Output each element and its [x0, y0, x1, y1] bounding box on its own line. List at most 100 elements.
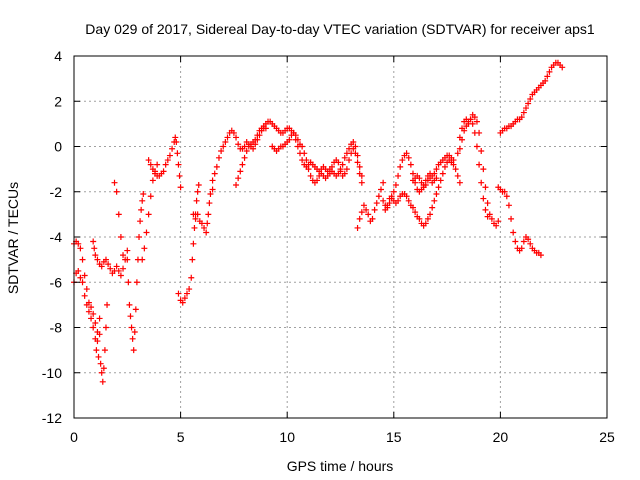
- data-point: [395, 172, 402, 179]
- data-point: [337, 168, 344, 175]
- data-point: [209, 186, 216, 193]
- data-point: [91, 245, 98, 252]
- data-point: [480, 195, 487, 202]
- data-point: [105, 261, 112, 268]
- data-point: [250, 145, 257, 152]
- data-point: [341, 154, 348, 161]
- data-point: [94, 329, 101, 336]
- data-point: [380, 179, 387, 186]
- data-point: [179, 299, 186, 306]
- data-point: [131, 329, 138, 336]
- data-point: [459, 136, 466, 143]
- data-point: [522, 105, 529, 112]
- data-point: [476, 161, 483, 168]
- data-point: [292, 132, 299, 139]
- data-point: [471, 114, 478, 121]
- data-point: [525, 100, 532, 107]
- data-point: [90, 238, 97, 245]
- data-point: [482, 206, 489, 213]
- data-point: [79, 256, 86, 263]
- x-tick-label: 0: [70, 429, 78, 445]
- data-point: [201, 224, 208, 231]
- data-point: [299, 143, 306, 150]
- data-point: [222, 138, 229, 145]
- data-point: [469, 120, 476, 127]
- data-point: [164, 157, 171, 164]
- data-point: [431, 197, 438, 204]
- data-point: [92, 252, 99, 259]
- data-point: [162, 161, 169, 168]
- data-point: [346, 145, 353, 152]
- data-point: [241, 154, 248, 161]
- data-point: [81, 292, 88, 299]
- data-point: [527, 95, 534, 102]
- y-tick-label: -2: [50, 184, 63, 200]
- data-point: [173, 138, 180, 145]
- data-point: [97, 360, 104, 367]
- data-point: [392, 181, 399, 188]
- data-point: [224, 134, 231, 141]
- data-point: [482, 184, 489, 191]
- data-point: [220, 143, 227, 150]
- data-point: [375, 193, 382, 200]
- data-point: [124, 256, 131, 263]
- data-point: [120, 265, 127, 272]
- data-point: [473, 118, 480, 125]
- data-point: [335, 159, 342, 166]
- data-point: [314, 177, 321, 184]
- data-point: [117, 272, 124, 279]
- x-tick-label: 10: [279, 429, 295, 445]
- data-point: [422, 181, 429, 188]
- data-point: [140, 191, 147, 198]
- data-point: [456, 145, 463, 152]
- data-point: [463, 123, 470, 130]
- data-point: [126, 301, 133, 308]
- data-point: [85, 308, 92, 315]
- data-point: [139, 256, 146, 263]
- data-point: [433, 191, 440, 198]
- data-point: [378, 186, 385, 193]
- data-point: [380, 197, 387, 204]
- data-point: [512, 238, 519, 245]
- data-point: [358, 179, 365, 186]
- y-tick-label: 4: [54, 48, 62, 64]
- data-point: [373, 200, 380, 207]
- data-point: [559, 64, 566, 71]
- data-point: [147, 193, 154, 200]
- data-point: [546, 68, 553, 75]
- data-point: [441, 163, 448, 170]
- data-point: [96, 315, 103, 322]
- data-point: [450, 161, 457, 168]
- data-point: [405, 197, 412, 204]
- data-point: [508, 215, 515, 222]
- data-point: [107, 265, 114, 272]
- data-point: [93, 347, 100, 354]
- data-point: [484, 213, 491, 220]
- data-point: [230, 129, 237, 136]
- y-tick-label: -10: [42, 365, 62, 381]
- data-point: [125, 279, 132, 286]
- data-point: [354, 152, 361, 159]
- data-point: [172, 134, 179, 141]
- data-point: [262, 125, 269, 132]
- x-axis-label: GPS time / hours: [287, 458, 394, 474]
- data-point: [129, 335, 136, 342]
- data-point: [175, 161, 182, 168]
- data-point: [88, 315, 95, 322]
- data-point: [88, 304, 95, 311]
- data-point: [510, 229, 517, 236]
- data-point: [518, 245, 525, 252]
- data-point: [211, 170, 218, 177]
- data-point: [431, 170, 438, 177]
- data-point: [294, 136, 301, 143]
- data-point: [94, 338, 101, 345]
- data-point: [427, 211, 434, 218]
- data-point: [454, 172, 461, 179]
- data-point: [433, 166, 440, 173]
- data-point: [233, 181, 240, 188]
- data-point: [79, 279, 86, 286]
- data-point: [213, 163, 220, 170]
- y-tick-label: -6: [50, 274, 63, 290]
- data-point: [98, 369, 105, 376]
